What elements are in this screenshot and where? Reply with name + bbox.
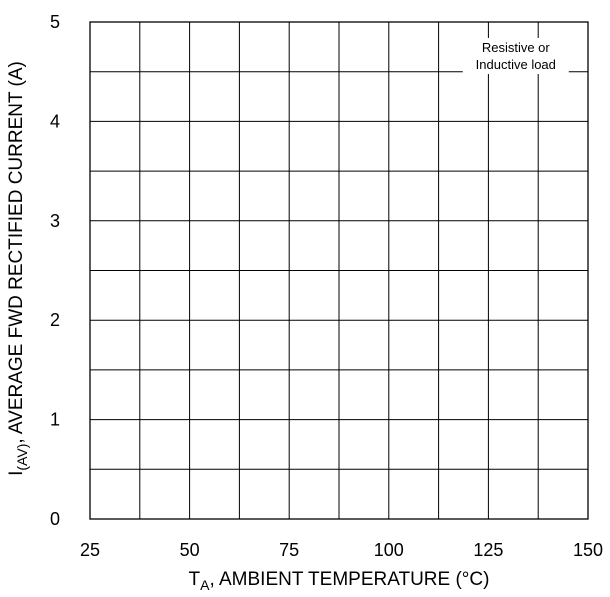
plot-frame bbox=[89, 21, 589, 520]
grid bbox=[90, 22, 588, 519]
x-tick-label: 125 bbox=[473, 540, 503, 560]
x-axis-label-text: , AMBIENT TEMPERATURE (°C) bbox=[209, 569, 489, 590]
x-tick-label: 100 bbox=[374, 540, 404, 560]
y-tick-label: 0 bbox=[50, 509, 60, 529]
y-axis-label-main: I bbox=[6, 471, 27, 476]
x-tick-labels: 25 50 75 100 125 150 bbox=[80, 540, 603, 560]
x-tick-label: 50 bbox=[180, 540, 200, 560]
y-tick-label: 3 bbox=[50, 211, 60, 231]
x-tick-label: 150 bbox=[573, 540, 603, 560]
y-tick-label: 2 bbox=[50, 310, 60, 330]
y-tick-label: 4 bbox=[50, 111, 60, 131]
y-tick-labels: 0 1 2 3 4 5 bbox=[50, 12, 60, 529]
x-tick-label: 25 bbox=[80, 540, 100, 560]
y-axis-label-subscript: (AV) bbox=[14, 444, 30, 471]
x-tick-label: 75 bbox=[279, 540, 299, 560]
annotation-line-1: Resistive or bbox=[482, 40, 551, 55]
x-axis-label-subscript: A bbox=[200, 577, 210, 593]
y-axis-label: I(AV), AVERAGE FWD RECTIFIED CURRENT (A) bbox=[6, 61, 30, 476]
x-axis-label: TA, AMBIENT TEMPERATURE (°C) bbox=[189, 569, 490, 593]
y-tick-label: 5 bbox=[50, 12, 60, 32]
x-axis-label-main: T bbox=[189, 569, 201, 590]
y-axis-label-text: , AVERAGE FWD RECTIFIED CURRENT (A) bbox=[6, 61, 27, 444]
annotation-line-2: Inductive load bbox=[476, 57, 556, 72]
annotation-background bbox=[462, 38, 569, 74]
y-tick-label: 1 bbox=[50, 410, 60, 430]
